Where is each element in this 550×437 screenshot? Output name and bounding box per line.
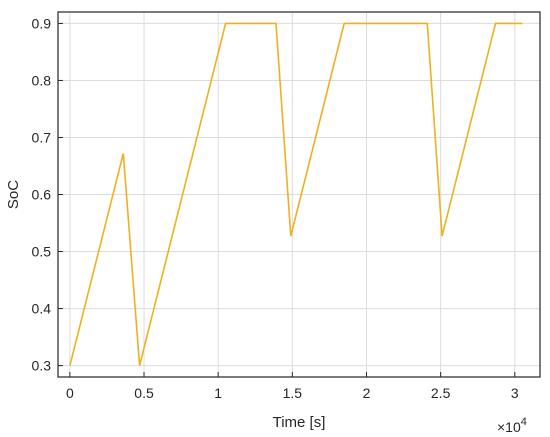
- y-tick-label: 0.5: [32, 244, 52, 260]
- y-tick-label: 0.9: [32, 15, 52, 31]
- soc-series-line: [69, 22, 523, 366]
- grid: [58, 12, 540, 377]
- y-tick-label: 0.8: [32, 72, 52, 88]
- x-axis-exponent: ×104: [497, 416, 527, 435]
- y-tick-label: 0.6: [32, 187, 52, 203]
- x-tick-label: 3: [511, 385, 519, 401]
- x-exponent-base: ×10: [497, 419, 521, 435]
- x-axis-label: Time [s]: [273, 414, 326, 431]
- y-tick-label: 0.4: [32, 301, 52, 317]
- x-tick-label: 0: [66, 385, 74, 401]
- y-tick-label: 0.7: [32, 129, 52, 145]
- y-tick-label: 0.3: [32, 358, 52, 374]
- x-tick-label: 1.5: [283, 385, 303, 401]
- y-axis-label: SoC: [5, 180, 22, 209]
- series-layer: [69, 22, 523, 366]
- x-exponent-power: 4: [521, 416, 527, 428]
- x-tick-label: 2.5: [431, 385, 451, 401]
- x-tick-label: 0.5: [134, 385, 154, 401]
- ticks: 0 0.5 1 1.5 2 2.5 3 0.3 0.4 0.5 0.6 0.7 0.8 0.9: [32, 15, 519, 401]
- x-tick-label: 1: [214, 385, 222, 401]
- x-tick-label: 2: [363, 385, 371, 401]
